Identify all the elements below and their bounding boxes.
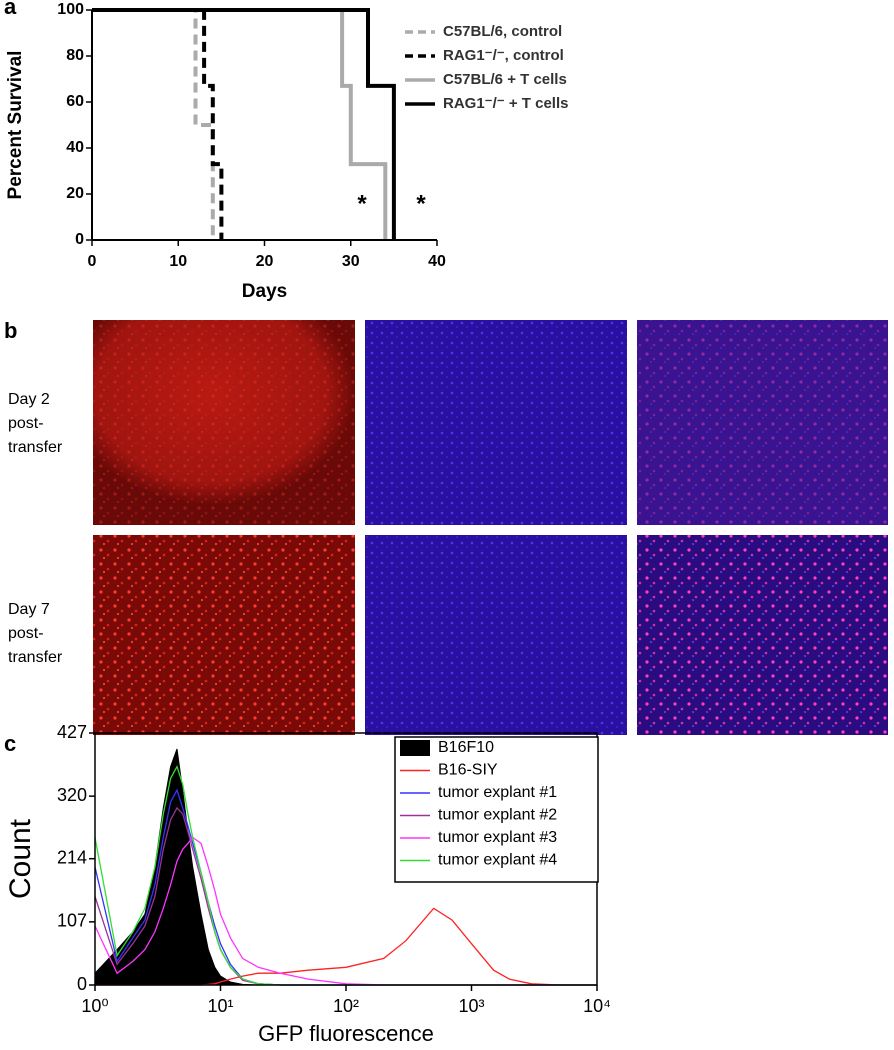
- image-texture: [637, 535, 888, 735]
- legend-label: B16F10: [438, 739, 494, 756]
- legend-label: RAG1⁻/⁻, control: [443, 47, 564, 64]
- y-tick-label: 80: [66, 47, 84, 64]
- legend-label: RAG1⁻/⁻ + T cells: [443, 95, 568, 112]
- legend-swatch: [400, 740, 430, 756]
- line: [92, 8, 215, 240]
- panel-b-images: [93, 320, 888, 735]
- y-tick-label: 427: [57, 722, 87, 742]
- y-axis-label: Count: [4, 818, 37, 899]
- image-texture: [93, 535, 355, 735]
- legend-label: C57BL/6, control: [443, 23, 562, 40]
- row-label: transfer: [8, 649, 63, 666]
- x-tick-label: 10²: [333, 996, 359, 1016]
- x-axis-label: Days: [242, 281, 287, 302]
- y-tick-label: 214: [57, 847, 87, 867]
- image-texture: [637, 320, 888, 525]
- panel-label: c: [4, 731, 16, 756]
- image-texture: [93, 320, 355, 525]
- y-axis-label: Percent Survival: [5, 51, 26, 200]
- row-label: Day 2: [8, 391, 50, 408]
- line: [92, 8, 396, 240]
- y-tick-label: 0: [75, 231, 84, 248]
- y-tick-label: 60: [66, 93, 84, 110]
- x-tick-label: 10¹: [207, 996, 233, 1016]
- y-tick-label: 0: [77, 974, 87, 994]
- row-label: transfer: [8, 439, 63, 456]
- x-tick-label: 30: [342, 253, 360, 270]
- x-tick-label: 10: [169, 253, 187, 270]
- line: [92, 8, 388, 240]
- legend-label: C57BL/6 + T cells: [443, 71, 567, 88]
- legend-label: tumor explant #1: [438, 784, 557, 801]
- image-texture: [365, 535, 627, 735]
- y-tick-label: 107: [57, 911, 87, 931]
- panel-label: a: [4, 0, 17, 19]
- annotation: *: [416, 190, 426, 217]
- row-label: post-: [8, 415, 44, 432]
- annotation: *: [357, 190, 367, 217]
- y-tick-label: 40: [66, 139, 84, 156]
- legend-frame: [394, 736, 599, 883]
- panel-label: b: [4, 318, 17, 343]
- y-tick-label: 100: [57, 1, 84, 18]
- image-texture: [365, 320, 627, 525]
- y-tick-label: 320: [57, 785, 87, 805]
- row-label: post-: [8, 625, 44, 642]
- legend-label: tumor explant #4: [438, 852, 557, 869]
- x-tick-label: 40: [428, 253, 446, 270]
- row-label: Day 7: [8, 601, 50, 618]
- legend-label: B16-SIY: [438, 762, 498, 779]
- x-tick-label: 20: [256, 253, 274, 270]
- x-axis-label: GFP fluorescence: [258, 1021, 434, 1046]
- x-tick-label: 10⁰: [81, 996, 108, 1016]
- y-tick-label: 20: [66, 185, 84, 202]
- legend-label: tumor explant #2: [438, 807, 557, 824]
- legend-label: tumor explant #3: [438, 829, 557, 846]
- x-tick-label: 10⁴: [583, 996, 611, 1016]
- x-tick-label: 0: [88, 253, 97, 270]
- x-tick-label: 10³: [458, 996, 484, 1016]
